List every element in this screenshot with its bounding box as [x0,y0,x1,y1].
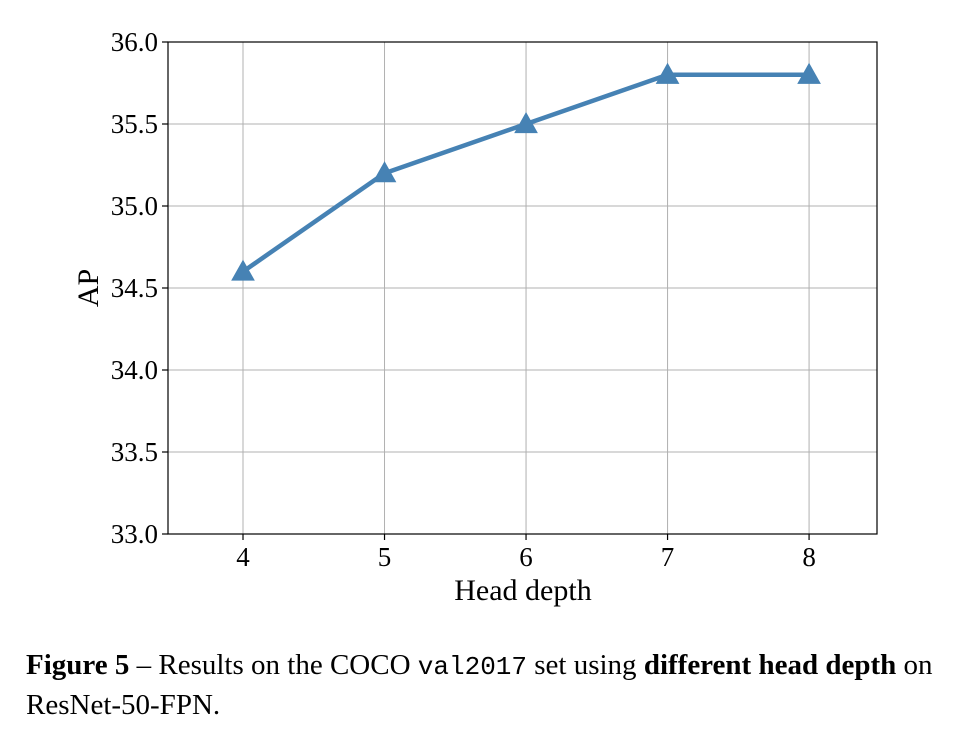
y-tick-label: 33.5 [111,437,158,467]
x-axis-ticks: 4 5 6 7 8 [236,534,816,572]
caption-text-part1: – Results on the COCO [129,649,418,681]
x-tick-label: 7 [661,542,675,572]
caption-figure-label: Figure 5 [26,649,130,681]
x-tick-label: 5 [378,542,392,572]
chart-container: 33.0 33.5 34.0 34.5 35.0 35.5 36.0 4 5 6 7 8 Head … [72,27,878,607]
figure-caption: Figure 5 – Results on the COCO val2017 s… [26,646,936,724]
caption-text-part3: on ResNet-50-FPN. [26,649,933,721]
y-tick-label: 36.0 [111,27,158,57]
y-axis-ticks: 33.0 33.5 34.0 34.5 35.0 35.5 36.0 [111,27,168,549]
x-tick-label: 6 [519,542,533,572]
caption-dataset-name: val2017 [417,652,527,682]
x-axis-label: Head depth [454,574,591,607]
series-layer [231,62,821,281]
line-chart: 33.0 33.5 34.0 34.5 35.0 35.5 36.0 4 5 6 7 8 Head … [72,27,878,607]
data-point-marker [231,259,255,281]
data-point-marker [797,62,821,84]
y-tick-label: 35.5 [111,109,158,139]
y-axis-label: AP [72,269,105,307]
data-point-marker [655,62,680,84]
y-tick-label: 34.0 [111,355,158,385]
y-tick-label: 35.0 [111,191,158,221]
y-tick-label: 33.0 [111,519,158,549]
data-point-marker [514,111,538,134]
caption-emphasis-2: depth [825,649,897,681]
x-tick-label: 8 [802,542,816,572]
grid-lines [168,41,877,535]
x-tick-label: 4 [236,542,250,572]
caption-emphasis-1: different head [643,649,819,681]
caption-text-part2: set using [527,649,644,681]
data-point-marker [372,161,397,183]
y-tick-label: 34.5 [111,273,158,303]
